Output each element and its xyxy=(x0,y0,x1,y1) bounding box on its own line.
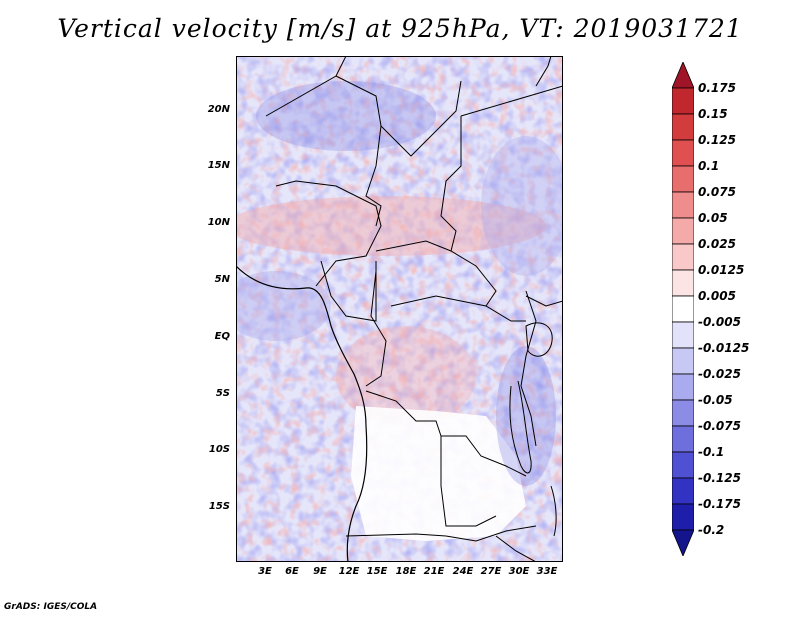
lon-label-24e: 24E xyxy=(452,566,474,577)
colorbar-label-0.175: 0.175 xyxy=(698,81,736,95)
colorbar-label-0.0125: 0.0125 xyxy=(698,263,745,277)
grads-credit: GrADS: IGES/COLA xyxy=(4,602,98,612)
colorbar-label-neg0.0125: -0.0125 xyxy=(698,341,750,355)
colorbar-cell xyxy=(672,87,694,115)
lat-label-10n: 10N xyxy=(207,217,230,228)
lake-tanganyika xyxy=(509,380,532,474)
colorbar-cell xyxy=(672,321,694,349)
west-coastline xyxy=(236,265,368,562)
congo-updraft-region xyxy=(336,326,476,426)
colorbar-label-neg0.125: -0.125 xyxy=(698,471,741,485)
colorbar-label-neg0.1: -0.1 xyxy=(698,445,725,459)
lon-label-27e: 27E xyxy=(480,566,502,577)
colorbar-cell xyxy=(672,529,694,556)
colorbar-cell xyxy=(672,243,694,271)
map-panel xyxy=(236,56,563,562)
lakes-downdraft-region xyxy=(496,346,556,486)
border-niger-chad xyxy=(365,125,382,227)
lon-label-33e: 33E xyxy=(536,566,558,577)
lat-label-eq: EQ xyxy=(214,331,230,342)
lon-label-21e: 21E xyxy=(423,566,445,577)
colorbar-cell xyxy=(672,451,694,479)
border-uganda xyxy=(525,295,563,307)
lat-label-15n: 15N xyxy=(207,160,230,171)
colorbar-label-neg0.025: -0.025 xyxy=(698,367,741,381)
lon-label-15e: 15E xyxy=(366,566,388,577)
lon-label-12e: 12E xyxy=(338,566,360,577)
sahara-border-east xyxy=(335,75,462,157)
lat-label-15s: 15S xyxy=(208,501,230,512)
colorbar-cell xyxy=(672,165,694,193)
colorbar-cell xyxy=(672,217,694,245)
colorbar-label-neg0.05: -0.05 xyxy=(698,393,733,407)
border-car xyxy=(375,240,497,307)
sahel-updraft-region xyxy=(236,196,546,256)
border-angola-namibia xyxy=(345,533,447,537)
colorbar-cell xyxy=(672,503,694,531)
border-chad-sudan xyxy=(440,116,462,252)
colorbar-cell xyxy=(672,62,694,89)
colorbar-cell xyxy=(672,477,694,505)
border-east-africa xyxy=(460,85,563,117)
lon-label-3e: 3E xyxy=(258,566,272,577)
east-africa-downdraft-region xyxy=(481,136,563,276)
map-title: Vertical velocity [m/s] at 925hPa, VT: 2… xyxy=(57,14,743,43)
lat-label-10s: 10S xyxy=(208,444,230,455)
border-drc-east xyxy=(520,290,537,447)
border-zambia-south xyxy=(445,525,537,542)
border-congo xyxy=(365,270,387,387)
lon-label-30e: 30E xyxy=(508,566,530,577)
colorbar-cell xyxy=(672,399,694,427)
colorbar-cell xyxy=(672,347,694,375)
border-drc-north xyxy=(390,295,526,322)
colorbar-label-neg0.2: -0.2 xyxy=(698,523,725,537)
colorbar-label-0.05: 0.05 xyxy=(698,211,728,225)
colorbar-cell xyxy=(672,269,694,297)
colorbar-cell xyxy=(672,295,694,323)
lat-label-5n: 5N xyxy=(214,274,230,285)
lon-label-6e: 6E xyxy=(285,566,299,577)
colorbar-label-neg0.075: -0.075 xyxy=(698,419,741,433)
border-angola-zambia xyxy=(440,436,497,527)
colorbar-label-neg0.175: -0.175 xyxy=(698,497,741,511)
sahara-downdraft-region xyxy=(256,81,436,151)
lat-label-5s: 5S xyxy=(215,388,230,399)
lon-label-9e: 9E xyxy=(313,566,327,577)
political-boundaries xyxy=(265,56,563,562)
border-nigeria xyxy=(275,180,382,287)
border-south-east xyxy=(495,535,537,562)
lake-malawi xyxy=(550,485,557,537)
calm-region xyxy=(351,406,526,541)
colorbar-label-0.15: 0.15 xyxy=(698,107,728,121)
colorbar xyxy=(672,62,694,556)
colorbar-cell xyxy=(672,191,694,219)
colorbar-cell xyxy=(672,373,694,401)
gulf-downdraft-region xyxy=(236,271,331,341)
colorbar-label-0.125: 0.125 xyxy=(698,133,736,147)
red-sea-coast xyxy=(535,56,552,87)
border-cameroon xyxy=(320,260,377,322)
colorbar-label-0.005: 0.005 xyxy=(698,289,736,303)
colorbar-label-0.1: 0.1 xyxy=(698,159,720,173)
colorbar-label-0.025: 0.025 xyxy=(698,237,736,251)
lat-label-20n: 20N xyxy=(207,104,230,115)
colorbar-cell xyxy=(672,425,694,453)
lon-label-18e: 18E xyxy=(395,566,417,577)
colorbar-label-neg0.005: -0.005 xyxy=(698,315,741,329)
colorbar-cell xyxy=(672,113,694,141)
colorbar-cell xyxy=(672,139,694,167)
border-lake-victoria xyxy=(525,322,553,357)
colorbar-label-0.075: 0.075 xyxy=(698,185,736,199)
